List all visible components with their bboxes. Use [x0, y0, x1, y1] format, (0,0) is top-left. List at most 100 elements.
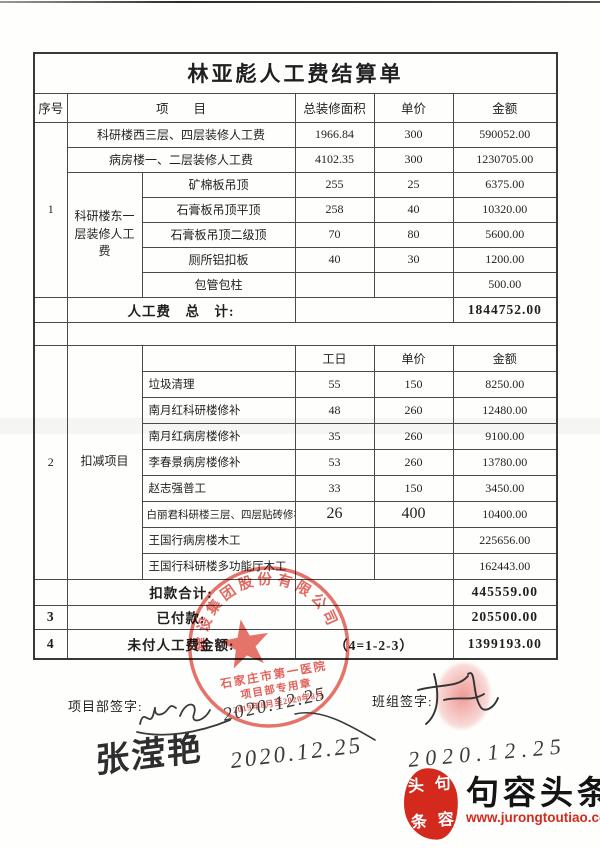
- cell-price: 80: [373, 221, 454, 248]
- cell-empty: [294, 526, 375, 554]
- cell-amount: 590052.00: [452, 121, 558, 148]
- cell-item: 科研楼西三层、四层装修人工费: [66, 121, 296, 148]
- cell-item: 垃圾清理: [141, 370, 296, 398]
- cell-days: 53: [294, 448, 375, 476]
- header-amount: 金额: [452, 344, 558, 372]
- cell-empty: [294, 552, 375, 580]
- cell-empty: [33, 296, 68, 323]
- signature-team-leader: [417, 672, 499, 725]
- seal-char: 句: [434, 775, 452, 794]
- cell-seq-1: 1: [33, 121, 68, 298]
- cell-seq-2: 2: [33, 344, 68, 580]
- cell-area: 70: [294, 221, 375, 248]
- cell-item: 赵志强普工: [141, 474, 296, 502]
- cell-amount: 5600.00: [452, 221, 558, 248]
- cell-item: 李春景病房楼修补: [141, 448, 296, 476]
- cell-price-handwritten: 400: [373, 500, 454, 528]
- seal-char: 头: [407, 777, 425, 796]
- deduction-total-label: 扣款合计:: [66, 578, 296, 606]
- cell-amount: 10320.00: [452, 196, 558, 223]
- header-price: 单价: [373, 92, 454, 123]
- deduction-total-amount: 445559.00: [452, 578, 558, 606]
- cell-item: 白丽君科研楼三层、四层贴砖修补: [141, 500, 296, 528]
- header-amount: 金额: [452, 92, 558, 123]
- cell-item: 包管包柱: [141, 271, 296, 298]
- cell-price: 300: [373, 146, 454, 173]
- header-area: 总装修面积: [294, 92, 375, 123]
- cell-item: 病房楼一、二层装修人工费: [66, 146, 296, 173]
- document-title: 林亚彪人工费结算单: [33, 52, 558, 94]
- company-seal-stamp: 建设集团股份有限公司 石家庄市第一医院 项目部专用章 2019年8月至2020年…: [180, 557, 350, 728]
- header-item: 项 目: [66, 92, 296, 123]
- cell-area: 255: [294, 171, 375, 198]
- cell-area: 40: [294, 246, 375, 273]
- cell-seq-3: 3: [33, 604, 68, 630]
- cell-item: 矿棉板吊顶: [141, 171, 296, 198]
- cell-deduction-group-label: 扣减项目: [66, 344, 143, 580]
- cell-price: 260: [373, 396, 454, 424]
- cell-item: 石膏板吊顶二级顶: [141, 221, 296, 248]
- scan-edge-line: [0, 1, 600, 3]
- brand-name: 句容头条: [466, 776, 600, 812]
- cell-empty: [373, 526, 454, 554]
- cell-empty: [294, 271, 375, 298]
- cell-empty: [373, 552, 454, 580]
- cell-amount: 162443.00: [452, 552, 558, 580]
- cell-amount: 6375.00: [452, 171, 558, 198]
- signature-project-member: [136, 703, 231, 736]
- project-dept-sign-label: 项目部签字:: [68, 699, 143, 714]
- header-price: 单价: [373, 344, 454, 372]
- cell-item: 厕所铝扣板: [141, 246, 296, 273]
- cell-price: 260: [373, 448, 454, 476]
- cell-price: 30: [373, 246, 454, 273]
- separator-cell: [34, 321, 68, 346]
- team-sign-label: 班组签字:: [372, 694, 433, 709]
- separator-cell: [67, 321, 557, 346]
- signature-pen-stroke: [294, 712, 376, 741]
- settlement-table: 林亚彪人工费结算单 序号 项 目 总装修面积 单价 金额 1 科研楼西三层、四层…: [33, 52, 558, 660]
- cell-amount: 8250.00: [452, 370, 558, 398]
- cell-price: 260: [373, 422, 454, 450]
- watermark: 头 句 条 容 句容头条 www.jurongtoutiao.com: [398, 760, 600, 846]
- cell-empty: [33, 578, 68, 606]
- cell-amount: 12480.00: [452, 396, 558, 424]
- cell-amount: 1230705.00: [452, 146, 558, 173]
- cell-item: 南月红病房楼修补: [141, 422, 296, 450]
- cell-amount: 3450.00: [452, 474, 558, 502]
- cell-amount: 9100.00: [452, 422, 558, 450]
- paid-amount: 205500.00: [452, 604, 558, 630]
- cell-price: 300: [373, 121, 454, 148]
- cell-days-handwritten: 26: [294, 500, 375, 528]
- header-seq: 序号: [33, 92, 68, 123]
- cell-amount: 10400.00: [452, 500, 558, 528]
- cell-group-label: 科研楼东一层装修人工费: [66, 171, 143, 298]
- cell-empty: [373, 271, 454, 298]
- cell-area: 1966.84: [294, 121, 375, 148]
- cell-item: 石膏板吊顶平顶: [141, 196, 296, 223]
- unpaid-amount: 1399193.00: [452, 628, 558, 660]
- cell-price: 150: [373, 474, 454, 502]
- cell-days: 35: [294, 422, 375, 450]
- cell-amount: 1200.00: [452, 246, 558, 273]
- cell-area: 258: [294, 196, 375, 223]
- cell-price: 40: [373, 196, 454, 223]
- cell-item: 王国行病房楼木工: [141, 526, 296, 554]
- cell-days: 48: [294, 396, 375, 424]
- cell-empty: [141, 344, 296, 372]
- star-icon: [219, 619, 269, 669]
- labor-total-label: 人工费 总 计:: [66, 296, 296, 323]
- cell-empty: [294, 296, 454, 323]
- cell-seq-4: 4: [33, 628, 68, 660]
- unpaid-formula: （4=1-2-3）: [294, 628, 454, 660]
- cell-days: 55: [294, 370, 375, 398]
- cell-area: 4102.35: [294, 146, 375, 173]
- cell-amount: 225656.00: [452, 526, 558, 554]
- seal-char: 容: [437, 811, 455, 830]
- cell-price: 150: [373, 370, 454, 398]
- labor-total-amount: 1844752.00: [452, 296, 558, 323]
- paid-label: 已付款:: [66, 604, 296, 630]
- brand-seal-logo: 头 句 条 容: [400, 765, 462, 843]
- cell-days: 33: [294, 474, 375, 502]
- cell-item: 南月红科研楼修补: [141, 396, 296, 424]
